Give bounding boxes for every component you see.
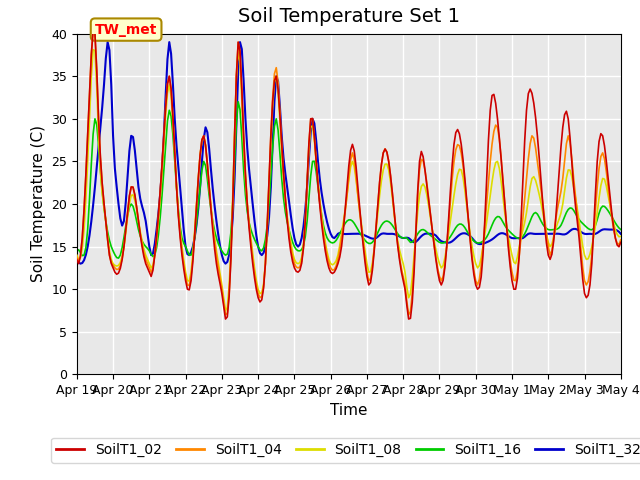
Title: Soil Temperature Set 1: Soil Temperature Set 1 — [238, 8, 460, 26]
X-axis label: Time: Time — [330, 403, 367, 418]
Legend: SoilT1_02, SoilT1_04, SoilT1_08, SoilT1_16, SoilT1_32: SoilT1_02, SoilT1_04, SoilT1_08, SoilT1_… — [51, 438, 640, 463]
Y-axis label: Soil Temperature (C): Soil Temperature (C) — [31, 125, 45, 283]
Text: TW_met: TW_met — [95, 23, 157, 36]
